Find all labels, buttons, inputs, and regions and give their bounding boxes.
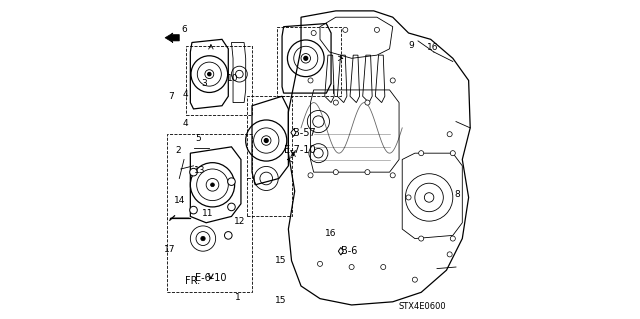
Circle shape <box>311 31 316 35</box>
Text: 17: 17 <box>164 245 175 254</box>
Text: 5: 5 <box>195 134 201 144</box>
Circle shape <box>201 236 205 241</box>
Circle shape <box>228 178 236 185</box>
Circle shape <box>317 261 323 266</box>
Circle shape <box>308 78 313 83</box>
Text: 12: 12 <box>234 217 245 226</box>
Text: 2: 2 <box>175 145 181 154</box>
Circle shape <box>419 236 424 241</box>
Circle shape <box>333 170 339 175</box>
Circle shape <box>189 206 197 214</box>
Polygon shape <box>291 129 296 137</box>
Text: STX4E0600: STX4E0600 <box>399 302 447 311</box>
Circle shape <box>211 183 214 187</box>
Text: 9: 9 <box>409 41 415 50</box>
Text: B-6: B-6 <box>340 246 357 256</box>
Circle shape <box>308 173 313 178</box>
Text: 14: 14 <box>173 196 185 205</box>
Circle shape <box>189 168 197 176</box>
Circle shape <box>406 195 411 200</box>
Circle shape <box>228 203 236 211</box>
Circle shape <box>333 100 339 105</box>
Circle shape <box>343 27 348 33</box>
Text: E-7-10: E-7-10 <box>284 145 316 155</box>
Text: 1: 1 <box>235 293 241 301</box>
Text: 13: 13 <box>194 166 205 175</box>
Circle shape <box>365 100 370 105</box>
Polygon shape <box>339 248 344 255</box>
Text: 4: 4 <box>183 119 188 128</box>
Circle shape <box>304 56 308 60</box>
Circle shape <box>419 151 424 156</box>
Circle shape <box>208 72 211 76</box>
Circle shape <box>390 173 396 178</box>
Text: 8: 8 <box>454 190 460 199</box>
Circle shape <box>374 27 380 33</box>
Text: E-6-10: E-6-10 <box>195 273 227 283</box>
Circle shape <box>349 264 354 270</box>
Circle shape <box>447 252 452 257</box>
Text: 16: 16 <box>325 229 337 238</box>
Text: 3: 3 <box>202 79 207 88</box>
Text: 15: 15 <box>275 296 286 305</box>
Text: 7: 7 <box>168 92 174 101</box>
Text: 10: 10 <box>227 74 239 83</box>
Polygon shape <box>165 33 179 42</box>
Text: 11: 11 <box>202 209 214 218</box>
Circle shape <box>412 277 417 282</box>
Text: 4: 4 <box>183 90 188 99</box>
Circle shape <box>365 170 370 175</box>
Circle shape <box>451 236 455 241</box>
Text: 6: 6 <box>182 25 188 34</box>
Text: FR.: FR. <box>185 276 200 286</box>
Circle shape <box>381 264 386 270</box>
Circle shape <box>447 132 452 137</box>
Text: B-57: B-57 <box>293 128 316 137</box>
Circle shape <box>390 78 396 83</box>
Circle shape <box>451 151 455 156</box>
Circle shape <box>225 232 232 239</box>
Text: 15: 15 <box>275 256 286 265</box>
Circle shape <box>264 139 268 142</box>
Text: 16: 16 <box>426 43 438 52</box>
